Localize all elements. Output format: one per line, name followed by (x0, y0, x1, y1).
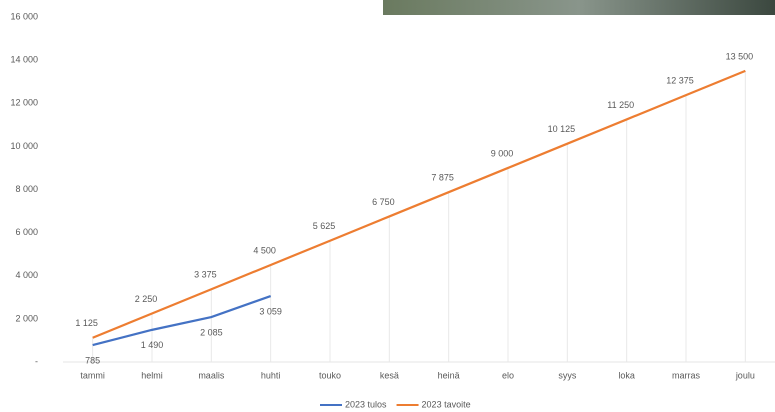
data-label: 11 250 (607, 100, 634, 110)
line-series (92, 69, 746, 339)
data-label: 2 085 (200, 327, 223, 337)
y-tick-label: 14 000 (10, 55, 38, 65)
legend-label: 2023 tulos (345, 399, 387, 409)
y-tick-label: 12 000 (10, 98, 38, 108)
y-tick-label: - (35, 356, 38, 366)
data-label: 1 490 (141, 340, 164, 350)
x-tick-label: kesä (380, 370, 399, 380)
x-tick-label: elo (502, 370, 514, 380)
data-label: 10 125 (548, 124, 576, 134)
data-label: 13 500 (726, 51, 754, 61)
data-label: 785 (85, 355, 100, 365)
data-label: 3 375 (194, 270, 217, 280)
y-tick-label: 6 000 (15, 227, 38, 237)
data-label: 6 750 (372, 197, 395, 207)
line-series (92, 295, 272, 347)
x-tick-label: helmi (141, 370, 163, 380)
data-label: 5 625 (313, 221, 336, 231)
x-tick-label: loka (618, 370, 635, 380)
x-tick-label: maalis (198, 370, 225, 380)
x-tick-label: syys (558, 370, 577, 380)
data-label: 3 059 (259, 306, 282, 316)
x-tick-label: touko (319, 370, 341, 380)
legend-label: 2023 tavoite (422, 399, 471, 409)
data-label: 9 000 (491, 148, 514, 158)
x-tick-label: tammi (80, 370, 105, 380)
y-tick-label: 16 000 (10, 11, 38, 21)
x-tick-label: joulu (735, 370, 755, 380)
x-tick-label: heinä (438, 370, 460, 380)
photo-texture (383, 0, 775, 15)
y-tick-label: 10 000 (10, 141, 38, 151)
data-label: 12 375 (666, 76, 694, 86)
y-tick-label: 8 000 (15, 184, 38, 194)
data-label: 2 250 (135, 294, 158, 304)
x-tick-label: marras (672, 370, 701, 380)
y-tick-label: 2 000 (15, 313, 38, 323)
y-tick-label: 4 000 (15, 270, 38, 280)
data-label: 7 875 (431, 173, 454, 183)
data-label: 1 125 (75, 318, 98, 328)
x-tick-label: huhti (261, 370, 281, 380)
data-label: 4 500 (253, 245, 276, 255)
